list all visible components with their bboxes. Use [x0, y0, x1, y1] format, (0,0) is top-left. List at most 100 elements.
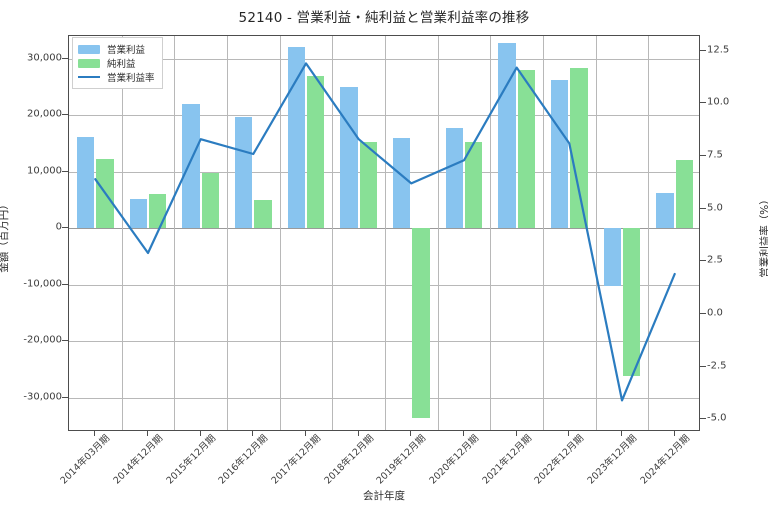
- legend-swatch-net-profit: [78, 58, 100, 68]
- legend-item-operating-margin: 営業利益率: [78, 70, 155, 84]
- y-axis-tick-mark: [62, 114, 68, 116]
- bar-net-profit: [623, 228, 641, 376]
- bar-net-profit: [675, 159, 694, 229]
- y-axis-tick-label: 10,000: [27, 165, 62, 177]
- bar-operating-profit: [445, 128, 463, 229]
- legend-line-operating-margin: [78, 76, 100, 78]
- bar-operating-profit: [76, 136, 95, 229]
- bar-net-profit: [570, 68, 588, 229]
- grid-line-horizontal: [69, 341, 699, 343]
- bar-operating-profit: [550, 79, 569, 229]
- x-axis-tick-mark: [463, 431, 464, 436]
- secondary-y-axis-tick-label: 2.5: [707, 254, 723, 266]
- grid-line-vertical: [332, 36, 334, 430]
- secondary-y-axis-tick-label: 12.5: [707, 44, 730, 56]
- x-axis-tick-mark: [621, 431, 622, 436]
- y-axis-tick-mark: [62, 57, 68, 59]
- x-axis-tick-label: 2017年12月期: [269, 432, 324, 487]
- grid-line-vertical: [385, 36, 386, 430]
- secondary-y-axis-tick-label: 10.0: [707, 96, 730, 108]
- chart-title: 52140 - 営業利益・純利益と営業利益率の推移: [238, 10, 530, 26]
- x-axis-tick-mark: [673, 431, 675, 436]
- grid-line-horizontal: [69, 58, 699, 60]
- line-series-layer: [94, 62, 676, 402]
- grid-line-vertical: [543, 36, 544, 430]
- grid-line-horizontal: [69, 284, 699, 286]
- bar-net-profit: [307, 75, 325, 229]
- secondary-y-axis-tick-mark: [700, 102, 706, 104]
- x-axis-tick-label: 2022年12月期: [532, 432, 587, 487]
- bar-net-profit: [517, 69, 536, 229]
- x-axis-tick-label: 2024年12月期: [638, 432, 692, 487]
- x-axis-tick-label: 2016年12月期: [216, 432, 271, 487]
- operating-margin-line: [94, 62, 676, 402]
- y-axis-tick-mark: [62, 340, 68, 342]
- grid-line-vertical: [227, 36, 228, 430]
- y-axis-tick-mark: [62, 283, 68, 285]
- secondary-y-axis-tick-mark: [700, 260, 706, 262]
- y-axis-tick-label: -20,000: [23, 334, 62, 346]
- secondary-y-axis-tick-label: -5.0: [707, 412, 727, 424]
- secondary-y-axis-tick-label: -2.5: [707, 360, 727, 372]
- y-axis-tick-label: 20,000: [27, 108, 62, 120]
- grid-line-horizontal: [69, 228, 699, 230]
- legend-item-net-profit: 純利益: [78, 56, 155, 70]
- grid-line-vertical: [279, 36, 281, 430]
- y-axis-tick-mark: [62, 227, 68, 229]
- secondary-y-axis-tick-label: 0.0: [707, 307, 723, 319]
- x-axis-tick-mark: [199, 431, 201, 436]
- secondary-y-axis-tick-mark: [700, 49, 706, 51]
- legend-swatch-operating-profit: [78, 44, 100, 54]
- x-axis-tick-label: 2019年12月期: [374, 432, 429, 487]
- bar-operating-profit: [603, 228, 621, 287]
- x-axis-label: 会計年度: [363, 490, 405, 502]
- secondary-y-axis-tick-mark: [700, 313, 706, 315]
- bar-operating-profit: [498, 43, 516, 229]
- secondary-y-axis-tick-mark: [700, 365, 706, 367]
- bar-net-profit: [149, 194, 167, 229]
- legend-item-operating-profit: 営業利益: [78, 42, 155, 56]
- bar-operating-profit: [287, 47, 305, 229]
- bar-operating-profit: [340, 87, 358, 229]
- y-axis-tick-label: -30,000: [23, 391, 62, 403]
- bar-net-profit: [412, 228, 430, 418]
- grid-line-horizontal: [69, 398, 699, 400]
- secondary-y-axis-tick-label: 7.5: [707, 149, 723, 161]
- grid-line-vertical: [595, 36, 597, 430]
- y-axis-label: 金額（百万円）: [0, 199, 10, 273]
- bar-operating-profit: [392, 138, 411, 229]
- bar-operating-profit: [234, 117, 253, 229]
- legend-label-operating-profit: 営業利益: [107, 45, 146, 56]
- y-axis-tick-label: 0: [55, 221, 62, 233]
- x-axis-tick-mark: [147, 431, 148, 436]
- x-axis-tick-mark: [410, 431, 412, 436]
- bar-operating-profit: [129, 198, 147, 229]
- bar-net-profit: [465, 142, 483, 229]
- legend-label-operating-margin: 営業利益率: [107, 73, 155, 84]
- legend-label-net-profit: 純利益: [107, 59, 136, 70]
- grid-line-vertical: [648, 36, 650, 430]
- x-axis-tick-mark: [568, 431, 570, 436]
- grid-line-vertical: [174, 36, 176, 430]
- x-axis-tick-mark: [94, 431, 96, 436]
- x-axis-tick-mark: [305, 431, 306, 436]
- grid-line-horizontal: [69, 115, 699, 117]
- chart-legend: 営業利益 純利益 営業利益率: [72, 37, 163, 89]
- plot-area: [68, 35, 700, 431]
- bar-net-profit: [254, 200, 272, 229]
- grid-line-vertical: [121, 36, 123, 430]
- x-axis-tick-label: 2020年12月期: [427, 432, 482, 487]
- x-axis-tick-label: 2014年12月期: [111, 432, 166, 487]
- secondary-y-axis-tick-label: 5.0: [707, 202, 723, 214]
- x-axis-tick-label: 2023年12月期: [585, 432, 640, 487]
- y-axis-tick-mark: [62, 397, 68, 399]
- secondary-y-axis-label: 営業利益率（%）: [759, 194, 768, 278]
- secondary-y-axis-tick-mark: [700, 418, 706, 420]
- bar-net-profit: [201, 173, 220, 229]
- x-axis-tick-label: 2018年12月期: [322, 432, 376, 487]
- bar-operating-profit: [182, 104, 200, 229]
- grid-line-vertical: [437, 36, 439, 430]
- grid-line-vertical: [490, 36, 492, 430]
- bar-net-profit: [359, 142, 378, 229]
